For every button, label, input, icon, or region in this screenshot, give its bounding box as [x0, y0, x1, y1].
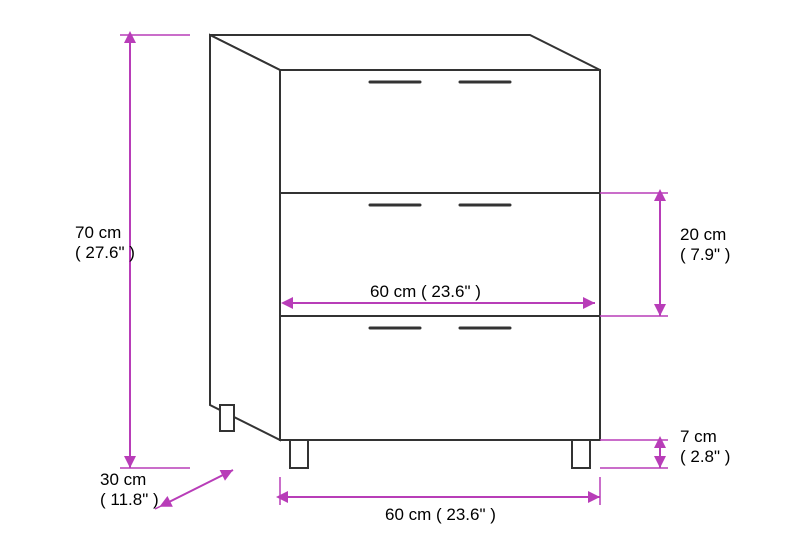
dimension-label: 30 cm — [100, 470, 146, 489]
dimension-label: ( 27.6" ) — [75, 243, 135, 262]
dimension-label: ( 11.8" ) — [100, 490, 159, 509]
dimension-label: 60 cm ( 23.6" ) — [385, 505, 496, 524]
dimension-label: ( 7.9" ) — [680, 245, 730, 264]
dimension-label: 20 cm — [680, 225, 726, 244]
front-panel — [280, 70, 600, 440]
dimension-label: 7 cm — [680, 427, 717, 446]
dimension-label: ( 2.8" ) — [680, 447, 730, 466]
furniture-dimension-diagram: 70 cm( 27.6" ) 30 cm( 11.8" ) 60 cm ( 23.6… — [0, 0, 800, 533]
dimension-label: 60 cm ( 23.6" ) — [370, 282, 481, 301]
extension-line — [155, 475, 223, 509]
dimension-label: 70 cm — [75, 223, 121, 242]
leg — [290, 440, 308, 468]
furniture — [210, 35, 600, 468]
leg — [220, 405, 234, 431]
leg — [572, 440, 590, 468]
side-panel — [210, 35, 280, 440]
